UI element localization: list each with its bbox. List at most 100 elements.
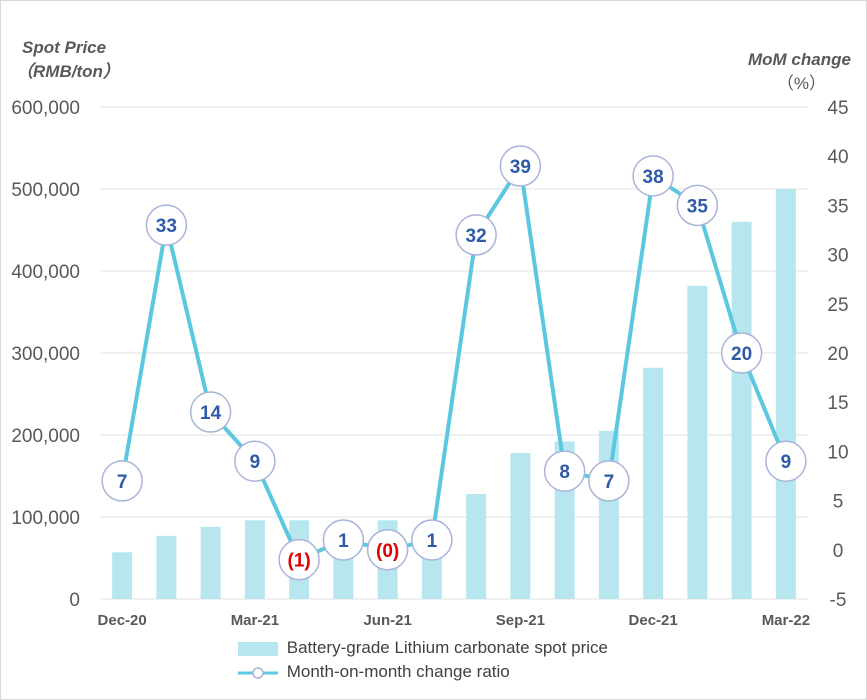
left-tick-label: 500,000 [11, 180, 80, 201]
line-point: 39 [499, 145, 542, 187]
bar [244, 520, 265, 599]
right-axis-title: MoM change （%） [748, 48, 851, 96]
right-axis-ticks: -5 0 5 10 15 20 25 30 35 40 45 [827, 98, 848, 611]
right-tick-label: 0 [833, 541, 844, 562]
marker-circle [588, 460, 630, 502]
line-point: 35 [676, 184, 719, 227]
line-point: 14 [189, 391, 232, 433]
legend-item-line: Month-on-month change ratio [238, 660, 510, 684]
line-series [120, 164, 788, 562]
right-tick-label: 25 [827, 295, 848, 316]
marker-circle [720, 332, 763, 374]
line-point: 33 [145, 204, 188, 246]
line-path [120, 164, 788, 562]
x-axis-ticks: Dec-20 Mar-21 Jun-21 Sep-21 Dec-21 Mar-22 [98, 612, 811, 629]
left-tick-label: 100,000 [11, 508, 80, 529]
data-label: (0) [376, 541, 399, 562]
x-tick-label: Sep-21 [496, 612, 545, 629]
marker-circle [455, 214, 497, 256]
marker-circle [632, 155, 674, 197]
left-tick-label: 600,000 [11, 98, 80, 119]
marker-circle [145, 204, 188, 246]
bar [200, 526, 221, 599]
bar [731, 221, 752, 600]
data-label: 8 [559, 462, 570, 483]
right-tick-label: 30 [827, 246, 848, 267]
data-label: 1 [427, 531, 438, 552]
line-point: 9 [234, 440, 276, 482]
line-point: (1) [278, 538, 320, 581]
line-point: 32 [455, 214, 497, 256]
bar [687, 285, 708, 599]
marker-circle [676, 184, 719, 227]
x-tick-label: Jun-21 [363, 612, 411, 629]
right-tick-label: -5 [830, 590, 847, 611]
data-label: 32 [466, 226, 487, 247]
legend-swatch-bar [238, 641, 278, 656]
data-label: 14 [200, 403, 222, 424]
line-point: 1 [322, 519, 365, 561]
marker-circle [234, 440, 276, 482]
right-tick-label: 40 [827, 147, 848, 168]
line-point: (0) [366, 529, 409, 571]
right-tick-label: 20 [827, 344, 848, 365]
data-label: 7 [604, 472, 615, 493]
x-tick-label: Mar-21 [231, 612, 279, 629]
marker-circle [189, 391, 232, 433]
left-axis-title-line2: （RMB/ton） [16, 62, 120, 81]
left-tick-label: 400,000 [11, 262, 80, 283]
left-tick-label: 0 [69, 590, 80, 611]
marker-circle [278, 538, 320, 581]
data-label: 39 [510, 157, 531, 178]
data-label: 1 [338, 531, 349, 552]
marker-circle [499, 145, 542, 187]
bar [775, 189, 796, 599]
line-point: 9 [765, 440, 807, 482]
marker-circle [543, 450, 586, 492]
right-tick-label: 35 [827, 196, 848, 217]
line-point: 20 [720, 332, 763, 374]
bar [112, 552, 133, 599]
right-axis-title-line1: MoM change [748, 50, 851, 69]
line-point: 7 [588, 460, 630, 502]
left-tick-label: 200,000 [11, 426, 80, 447]
right-tick-label: 15 [827, 393, 848, 414]
x-tick-label: Dec-20 [98, 612, 147, 629]
marker-circle [765, 440, 807, 482]
right-tick-label: 10 [827, 442, 848, 463]
marker-circle [366, 529, 409, 571]
left-tick-label: 300,000 [11, 344, 80, 365]
marker-circle [322, 519, 365, 561]
bar [598, 430, 619, 599]
line-point: 7 [101, 460, 143, 502]
data-label: 20 [731, 344, 752, 365]
bar [510, 453, 531, 599]
data-label: 38 [643, 167, 664, 188]
marker-circle [101, 460, 143, 502]
legend-label-line: Month-on-month change ratio [286, 662, 510, 681]
right-tick-label: 5 [833, 492, 844, 513]
data-label: 9 [781, 452, 792, 473]
x-tick-label: Mar-22 [762, 612, 810, 629]
legend-item-bars: Battery-grade Lithium carbonate spot pri… [238, 636, 608, 660]
right-axis-title-line2: （%） [776, 74, 827, 93]
line-point: 1 [411, 519, 453, 561]
line-point: 8 [543, 450, 586, 492]
bar [643, 367, 664, 599]
bar [466, 494, 487, 599]
chart-plot: 7 33 14 9 (1) 1 (0) 1 32 39 8 7 38 35 20 9 0 100,000 200,… [11, 98, 848, 629]
x-tick-label: Dec-21 [629, 612, 678, 629]
left-axis-title-line1: Spot Price [22, 38, 107, 57]
data-label: 35 [687, 196, 709, 217]
data-label: 7 [117, 472, 128, 493]
left-axis-title: Spot Price （RMB/ton） [16, 36, 120, 84]
legend-swatch-line [238, 666, 278, 680]
right-tick-label: 45 [827, 98, 848, 119]
data-label: (1) [288, 551, 311, 572]
line-markers: 7 33 14 9 (1) 1 (0) 1 32 39 8 7 38 35 20 9 [101, 145, 807, 581]
legend-label-bars: Battery-grade Lithium carbonate spot pri… [286, 638, 609, 657]
data-label: 33 [156, 216, 177, 237]
marker-circle [411, 519, 453, 561]
left-axis-ticks: 0 100,000 200,000 300,000 400,000 500,000 600,… [11, 98, 80, 611]
line-point: 38 [632, 155, 674, 197]
